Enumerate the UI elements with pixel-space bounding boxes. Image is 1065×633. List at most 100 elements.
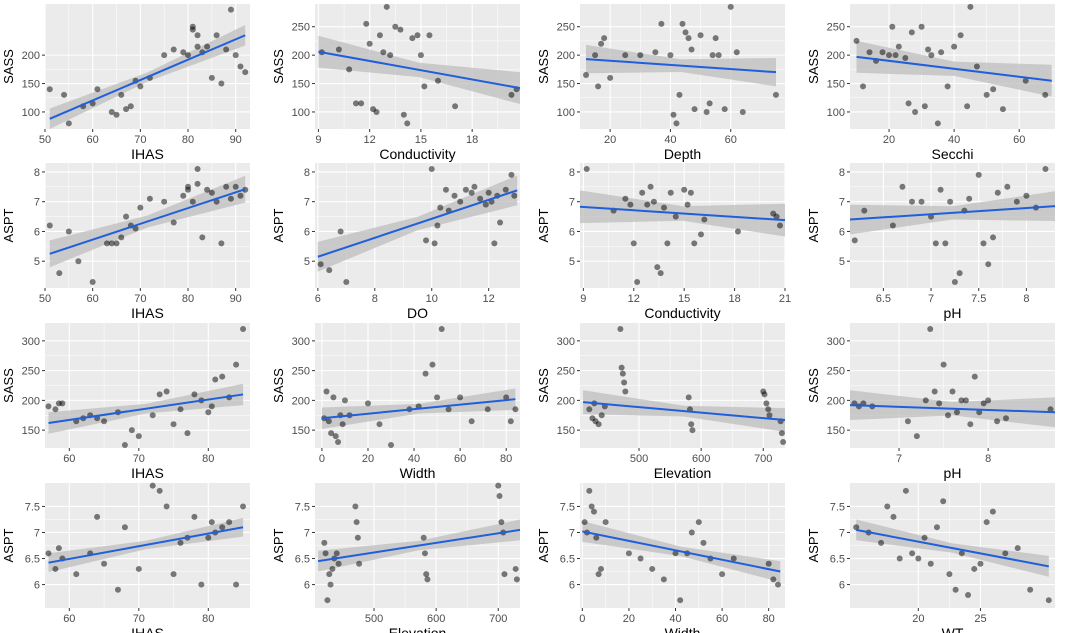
y-tick-label: 200 — [827, 395, 845, 407]
data-point — [388, 442, 395, 449]
data-point — [208, 74, 215, 81]
data-point — [219, 373, 226, 380]
panel-1: 50 60 70 80 90 100 150 200 IHAS SASS — [1, 4, 250, 162]
data-point — [588, 503, 595, 510]
data-point — [697, 231, 704, 238]
data-point — [491, 240, 498, 247]
data-point — [884, 503, 891, 510]
data-point — [507, 418, 514, 425]
data-point — [322, 550, 329, 557]
data-point — [434, 394, 441, 401]
y-tick-label: 7 — [839, 197, 845, 209]
regression-line — [317, 189, 518, 258]
data-point — [944, 83, 951, 90]
data-point — [958, 550, 965, 557]
data-point — [964, 103, 971, 110]
data-point — [121, 442, 128, 449]
data-point — [189, 198, 196, 205]
data-point — [951, 279, 958, 286]
x-tick-label: 0 — [319, 453, 325, 465]
data-point — [161, 52, 168, 59]
data-point — [625, 550, 632, 557]
x-tick-label: 12 — [364, 134, 376, 146]
data-point — [650, 198, 657, 205]
x-tick-label: 80 — [202, 613, 214, 625]
y-axis-label: SASS — [1, 49, 16, 84]
y-tick-label: 6 — [304, 226, 310, 238]
data-point — [989, 508, 996, 515]
data-point — [685, 394, 692, 401]
data-point — [851, 237, 858, 244]
data-point — [971, 373, 978, 380]
data-point — [335, 46, 342, 53]
panel-14: 500 600 700 6 6.5 7 7.5 Elevation ASPT — [271, 482, 521, 633]
data-point — [404, 120, 411, 127]
data-point — [198, 581, 205, 588]
y-tick-label: 5 — [569, 256, 575, 268]
data-point — [161, 198, 168, 205]
data-point — [135, 433, 142, 440]
x-tick-label: 20 — [912, 613, 924, 625]
x-tick-label: 0 — [579, 613, 585, 625]
x-tick-label: 80 — [202, 453, 214, 465]
data-point — [180, 49, 187, 56]
data-point — [127, 103, 134, 110]
data-point — [498, 519, 505, 526]
y-axis-label: ASPT — [271, 528, 286, 562]
data-point — [424, 576, 431, 583]
data-point — [973, 63, 980, 70]
regression-line — [583, 401, 786, 422]
data-point — [123, 213, 130, 220]
data-point — [700, 539, 707, 546]
data-point — [149, 482, 156, 489]
data-point — [513, 576, 520, 583]
y-tick-label: 150 — [22, 425, 40, 437]
data-point — [672, 550, 679, 557]
data-point — [163, 388, 170, 395]
data-point — [75, 258, 82, 265]
x-tick-label: 60 — [454, 453, 466, 465]
x-tick-label: 7.5 — [971, 293, 986, 305]
data-point — [233, 581, 240, 588]
data-point — [879, 49, 886, 56]
y-axis-label: ASPT — [1, 208, 16, 242]
data-point — [497, 219, 504, 226]
data-point — [194, 32, 201, 39]
data-point — [586, 487, 593, 494]
data-point — [602, 519, 609, 526]
data-point — [332, 433, 339, 440]
x-tick-label: 18 — [466, 134, 478, 146]
x-tick-label: 7 — [896, 453, 902, 465]
data-point — [123, 106, 130, 113]
x-tick-label: 20 — [623, 613, 635, 625]
data-point — [512, 565, 519, 572]
y-tick-label: 7 — [34, 527, 40, 539]
data-point — [101, 418, 108, 425]
data-point — [208, 189, 215, 196]
panel-11: 500 600 700 150 200 250 300 Elevation SASS — [536, 323, 787, 481]
data-point — [999, 106, 1006, 113]
data-point — [965, 591, 972, 598]
data-point — [679, 20, 686, 27]
data-point — [597, 565, 604, 572]
data-point — [595, 83, 602, 90]
x-tick-label: 20 — [362, 453, 374, 465]
data-point — [956, 270, 963, 277]
data-point — [434, 222, 441, 229]
x-tick-label: 40 — [408, 453, 420, 465]
data-point — [1002, 550, 1009, 557]
data-point — [985, 261, 992, 268]
data-point — [1002, 415, 1009, 422]
regression-line — [856, 528, 1049, 568]
x-tick-label: 20 — [883, 134, 895, 146]
data-point — [61, 91, 68, 98]
data-point — [218, 80, 225, 87]
data-point — [46, 222, 53, 229]
data-point — [341, 397, 348, 404]
data-point — [423, 237, 430, 244]
y-tick-label: 200 — [22, 395, 40, 407]
data-point — [321, 539, 328, 546]
y-tick-label: 250 — [292, 366, 310, 378]
y-tick-label: 100 — [827, 107, 845, 119]
data-point — [994, 418, 1001, 425]
